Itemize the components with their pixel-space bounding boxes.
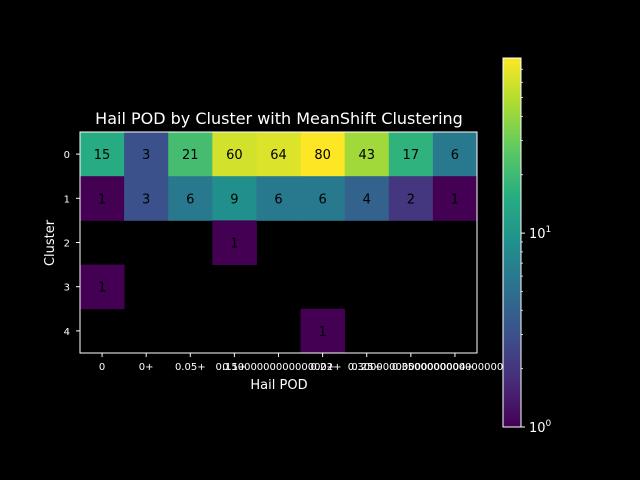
cell-value-label: 3 [142,192,150,207]
y-tick-label: 1 [64,194,70,205]
x-tick-label: 0.30000000000000004+ [348,362,474,373]
heatmap-cells [80,132,478,354]
colorbar-tick-labels: 100 101 [521,225,552,436]
x-axis-label: Hail POD [250,378,307,393]
x-tick-label: 0 [99,362,105,373]
heatmap-cell [80,176,125,221]
heatmap-cell [432,176,478,221]
heatmap-cell [124,132,169,177]
heatmap-cell [256,132,301,177]
cell-value-label: 1 [451,192,459,207]
x-tick-label: 0.15000000000000002+ [215,362,341,373]
x-tick-label: 0.2+ [310,362,334,373]
heatmap-cell [80,264,125,310]
heatmap-cell [212,132,257,177]
x-tick-label: 0+ [139,362,154,373]
heatmap-cell [344,132,390,177]
colorbar-tick-label: 100 [529,419,552,436]
colorbar-minor-ticks [521,68,523,370]
x-tick-label: 0.25+ [351,362,382,373]
cell-value-label: 6 [451,148,459,163]
y-tick-label: 0 [64,150,70,161]
cell-value-label: 43 [358,148,375,163]
cell-value-label: 4 [363,192,371,207]
cell-value-label: 6 [186,192,194,207]
cell-value-label: 15 [94,148,111,163]
cell-value-label: 80 [314,148,331,163]
heatmap-cell [256,176,301,221]
y-axis-label: Cluster [43,219,58,266]
cell-value-label: 64 [270,148,287,163]
colorbar [502,57,522,428]
x-tick-label: 0.35000000000000003+ [392,362,518,373]
cell-value-label: 17 [403,148,420,163]
y-tick-label: 3 [64,283,70,294]
heatmap-cell [300,308,346,354]
heatmap-cell [432,132,478,177]
cell-value-label: 1 [98,192,106,207]
y-tick-label: 4 [64,327,70,338]
heatmap-cell [80,132,125,177]
heatmap-cell [212,220,257,265]
y-tick-label: 2 [64,239,70,250]
heatmap-cell [388,176,434,221]
cell-value-label: 21 [182,148,199,163]
cell-value-label: 1 [318,325,326,340]
cell-value-label: 6 [318,192,326,207]
cell-value-label: 1 [98,281,106,296]
heatmap-cell [300,132,346,177]
heatmap-cell [388,132,434,177]
cell-value-label: 6 [274,192,282,207]
cell-value-label: 2 [407,192,415,207]
cell-value-label: 60 [226,148,243,163]
x-axis-ticks: 0 0+ 0.05+ 0.1+0.15000000000000002+0.2+ 0.25… [99,353,518,373]
heatmap-cell [168,132,213,177]
heatmap-cell [300,176,346,221]
y-axis-ticks: 0 1 2 3 4 [64,150,80,338]
cell-value-label: 1 [230,237,238,252]
cell-value-label: 3 [142,148,150,163]
x-tick-label: 0.05+ [175,362,206,373]
chart-title: Hail POD by Cluster with MeanShift Clust… [95,109,463,128]
x-tick-label: 0.1+ [222,362,246,373]
heatmap-cell [124,176,169,221]
heatmap-cell [168,176,213,221]
heatmap-cell [344,176,390,221]
cell-value-label: 9 [230,192,238,207]
colorbar-tick-label: 101 [529,225,551,242]
heatmap-cell [212,176,257,221]
